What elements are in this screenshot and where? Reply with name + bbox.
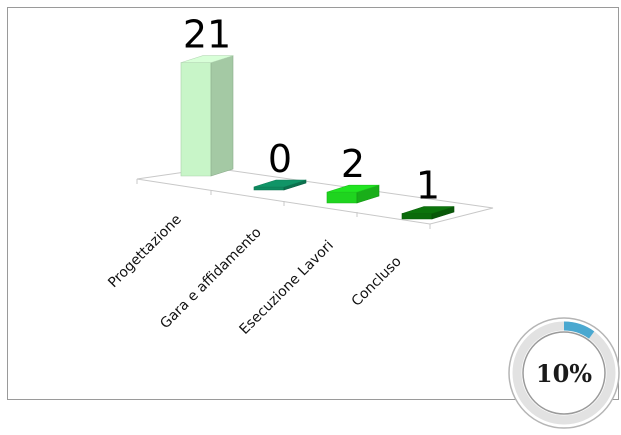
bar-1 <box>180 55 234 177</box>
bar-top <box>253 179 307 188</box>
data-label: 21 <box>183 13 231 57</box>
bar-top <box>326 184 380 193</box>
data-label: 0 <box>268 137 292 181</box>
x-tick-label: Progettazione <box>105 212 185 292</box>
progress-ring <box>508 317 620 429</box>
bar-top <box>180 55 234 63</box>
x-tick-label: Concluso <box>349 254 405 310</box>
bar-front <box>180 62 212 177</box>
bar-front <box>326 191 358 204</box>
progress-percent-label: 10% <box>535 358 593 388</box>
bar-front <box>253 186 285 191</box>
data-label: 1 <box>416 164 440 208</box>
bar-side <box>210 55 234 177</box>
progress-ring-fill <box>563 321 595 339</box>
bar-2 <box>253 179 307 191</box>
bar-4 <box>401 206 455 220</box>
data-label: 2 <box>341 142 365 186</box>
progress-ring-inner <box>522 331 606 415</box>
bar-top <box>401 206 455 214</box>
bars-layer <box>180 55 455 220</box>
bar-front <box>401 213 433 220</box>
bar-3 <box>326 184 380 204</box>
x-tick-label: Esecuzione Lavori <box>236 238 336 338</box>
